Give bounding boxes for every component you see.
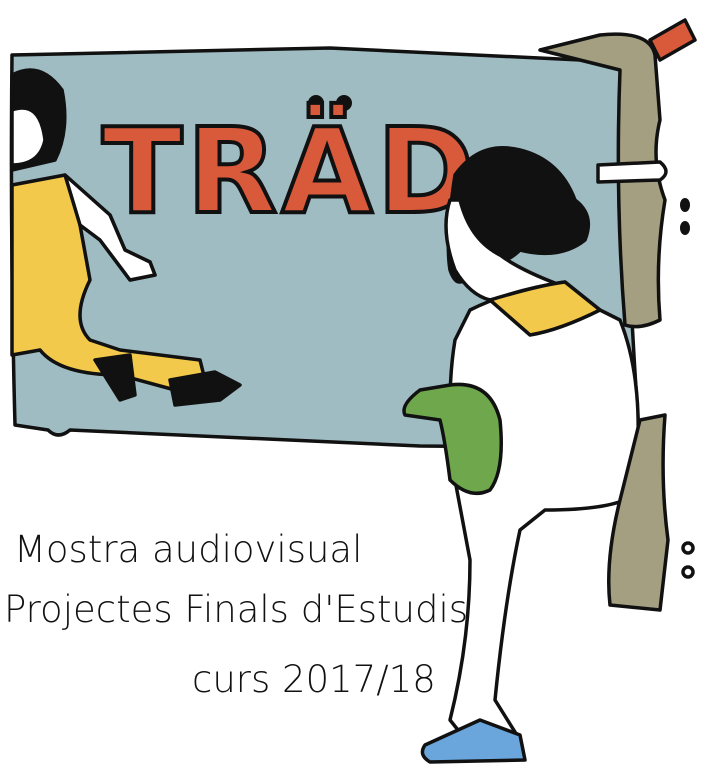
poster-title: TRÄD — [102, 102, 479, 240]
side-figure-tip — [650, 20, 695, 60]
poster: TRÄD Mostra audiovisual Projectes Finals… — [0, 0, 707, 773]
side-dot — [680, 198, 690, 212]
event-subtitle: Projectes Finals d'Estudis — [4, 588, 468, 631]
event-year: curs 2017/18 — [192, 658, 436, 701]
side-dot — [680, 221, 690, 235]
side-ring — [683, 567, 693, 577]
right-body — [450, 282, 638, 745]
side-ring — [683, 543, 693, 553]
side-figure-band — [598, 162, 666, 182]
event-name: Mostra audiovisual — [14, 528, 362, 571]
page: TRÄD Mostra audiovisual Projectes Finals… — [0, 0, 707, 773]
